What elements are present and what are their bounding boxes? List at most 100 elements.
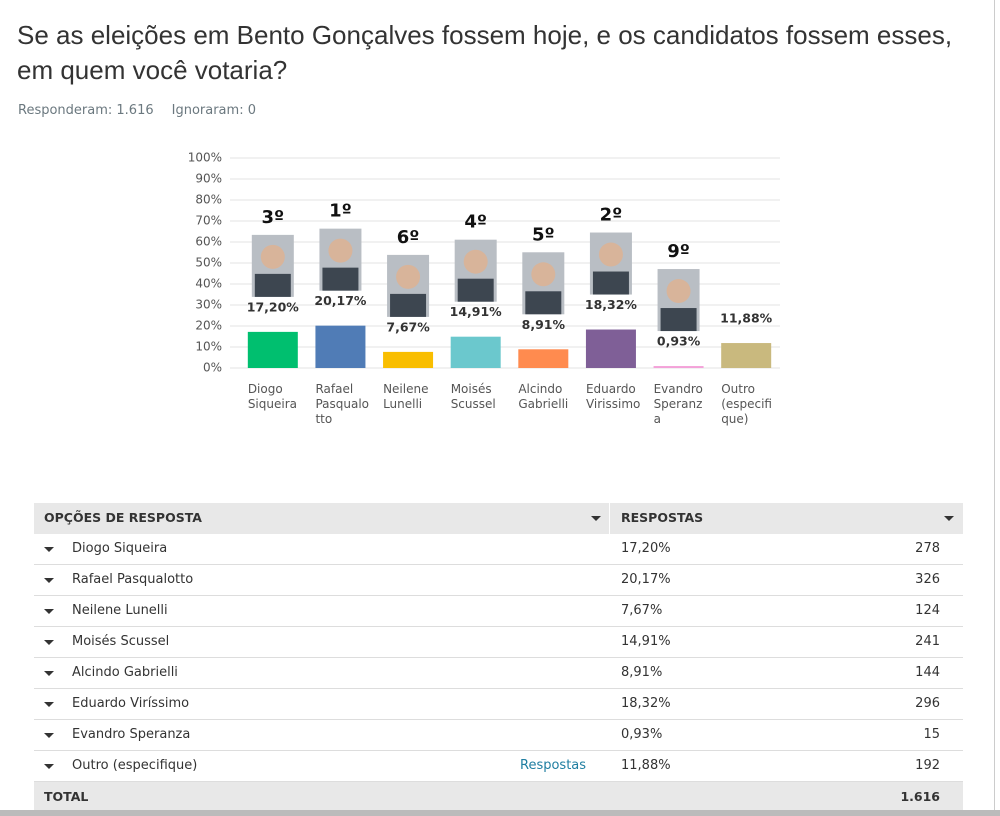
total-row: TOTAL 1.616 [34,782,963,813]
photo-body [390,293,427,317]
option-label: Eduardo Viríssimo [72,696,190,711]
option-label: Rafael Pasqualotto [72,572,194,587]
photo-head [463,249,488,274]
data-label: 20,17% [314,293,367,308]
expand-icon [44,702,54,707]
candidate-photo [454,239,497,302]
table-row: Diogo Siqueira 17,20% 278 [34,534,963,565]
data-label: 14,91% [450,304,503,319]
y-tick-label: 90% [195,172,222,186]
rank-label: 4º [464,212,487,233]
percent: 7,67% [621,603,663,618]
data-label: 0,93% [657,334,701,349]
photo-body [322,267,359,291]
percent: 14,91% [621,634,671,649]
bar [315,325,366,368]
bar [721,343,772,368]
count: 326 [915,572,940,587]
table-row: Evandro Speranza 0,93% 15 [34,720,963,751]
expand-icon [44,547,54,552]
option-label: Evandro Speranza [72,727,191,742]
count: 278 [915,541,940,556]
y-tick-label: 10% [195,340,222,354]
y-tick-label: 60% [195,235,222,249]
photo-head [328,238,353,263]
percent: 20,17% [621,572,671,587]
expand-icon [44,764,54,769]
bar [450,336,501,368]
x-tick-label: Outro (especifique) [721,382,772,426]
expand-icon [44,609,54,614]
count: 144 [915,665,940,680]
bar [383,351,434,368]
data-label: 7,67% [386,319,430,334]
count: 296 [915,696,940,711]
percent: 11,88% [621,758,671,773]
bar [653,366,704,368]
candidate-photo [522,252,565,315]
rank-label: 2º [600,205,623,226]
column-header: OPÇÕES DE RESPOSTA [44,510,202,525]
scrollbar [0,810,1000,816]
photo-head [396,264,421,289]
y-tick-label: 40% [195,277,222,291]
bar [247,331,298,368]
expand-icon [44,640,54,645]
x-tick-label: Rafael Pasqualotto [315,382,369,426]
expand-icon [44,733,54,738]
data-label: 11,88% [720,311,773,326]
question-title: Se as eleições em Bento Gonçalves fossem… [17,20,953,85]
x-tick-label: Neilene Lunelli [383,382,429,411]
y-tick-label: 100% [188,151,222,165]
photo-head [531,262,556,287]
photo-body [660,308,697,332]
total-count: 1.616 [900,789,940,804]
option-label: Outro (especifique) [72,758,198,773]
total-label: TOTAL [44,789,89,804]
candidate-photo [319,228,362,291]
table-row: Eduardo Viríssimo 18,32% 296 [34,689,963,720]
option-label: Moisés Scussel [72,634,170,649]
candidate-photo [657,269,700,332]
table-row: Rafael Pasqualotto 20,17% 326 [34,565,963,596]
x-tick-label: Moisés Scussel [450,382,496,411]
photo-head [260,244,285,269]
candidate-photo [251,234,294,297]
count: 192 [915,758,940,773]
option-label: Neilene Lunelli [72,603,168,618]
rank-label: 9º [667,241,690,262]
chart: 0% 10% 20% 30% 40% 50% 60% 70% 80% 90% 100% 17,20% 3… [188,151,780,375]
expand-icon [44,578,54,583]
count: 124 [915,603,940,618]
photo-head [666,279,691,304]
y-tick-label: 30% [195,298,222,312]
x-tick-label: Diogo Siqueira [247,382,297,411]
percent: 8,91% [621,665,663,680]
y-tick-label: 50% [195,256,222,270]
candidate-photo [589,232,632,295]
answered: Responderam: 1.616 [18,103,154,118]
data-label: 17,20% [247,299,300,314]
photo-head [598,242,623,267]
bar [585,329,636,368]
bar [518,349,569,368]
table-row: Moisés Scussel 14,91% 241 [34,627,963,658]
table-header: OPÇÕES DE RESPOSTA RESPOSTAS [34,503,963,534]
photo-body [592,271,629,295]
expand-icon [44,671,54,676]
responses-link[interactable]: Respostas [520,758,587,773]
option-label: Diogo Siqueira [72,541,168,556]
rank-label: 6º [397,227,420,248]
rank-label: 3º [261,207,284,228]
border [994,0,995,810]
table-row: Alcindo Gabrielli 8,91% 144 [34,658,963,689]
rank-label: 5º [532,224,555,245]
column-divider [609,503,610,534]
y-tick-label: 0% [203,361,222,375]
x-tick-label: Alcindo Gabrielli [518,382,569,411]
y-tick-label: 80% [195,193,222,207]
percent: 0,93% [621,727,663,742]
table-row: Neilene Lunelli 7,67% 124 [34,596,963,627]
data-label: 18,32% [585,297,638,312]
